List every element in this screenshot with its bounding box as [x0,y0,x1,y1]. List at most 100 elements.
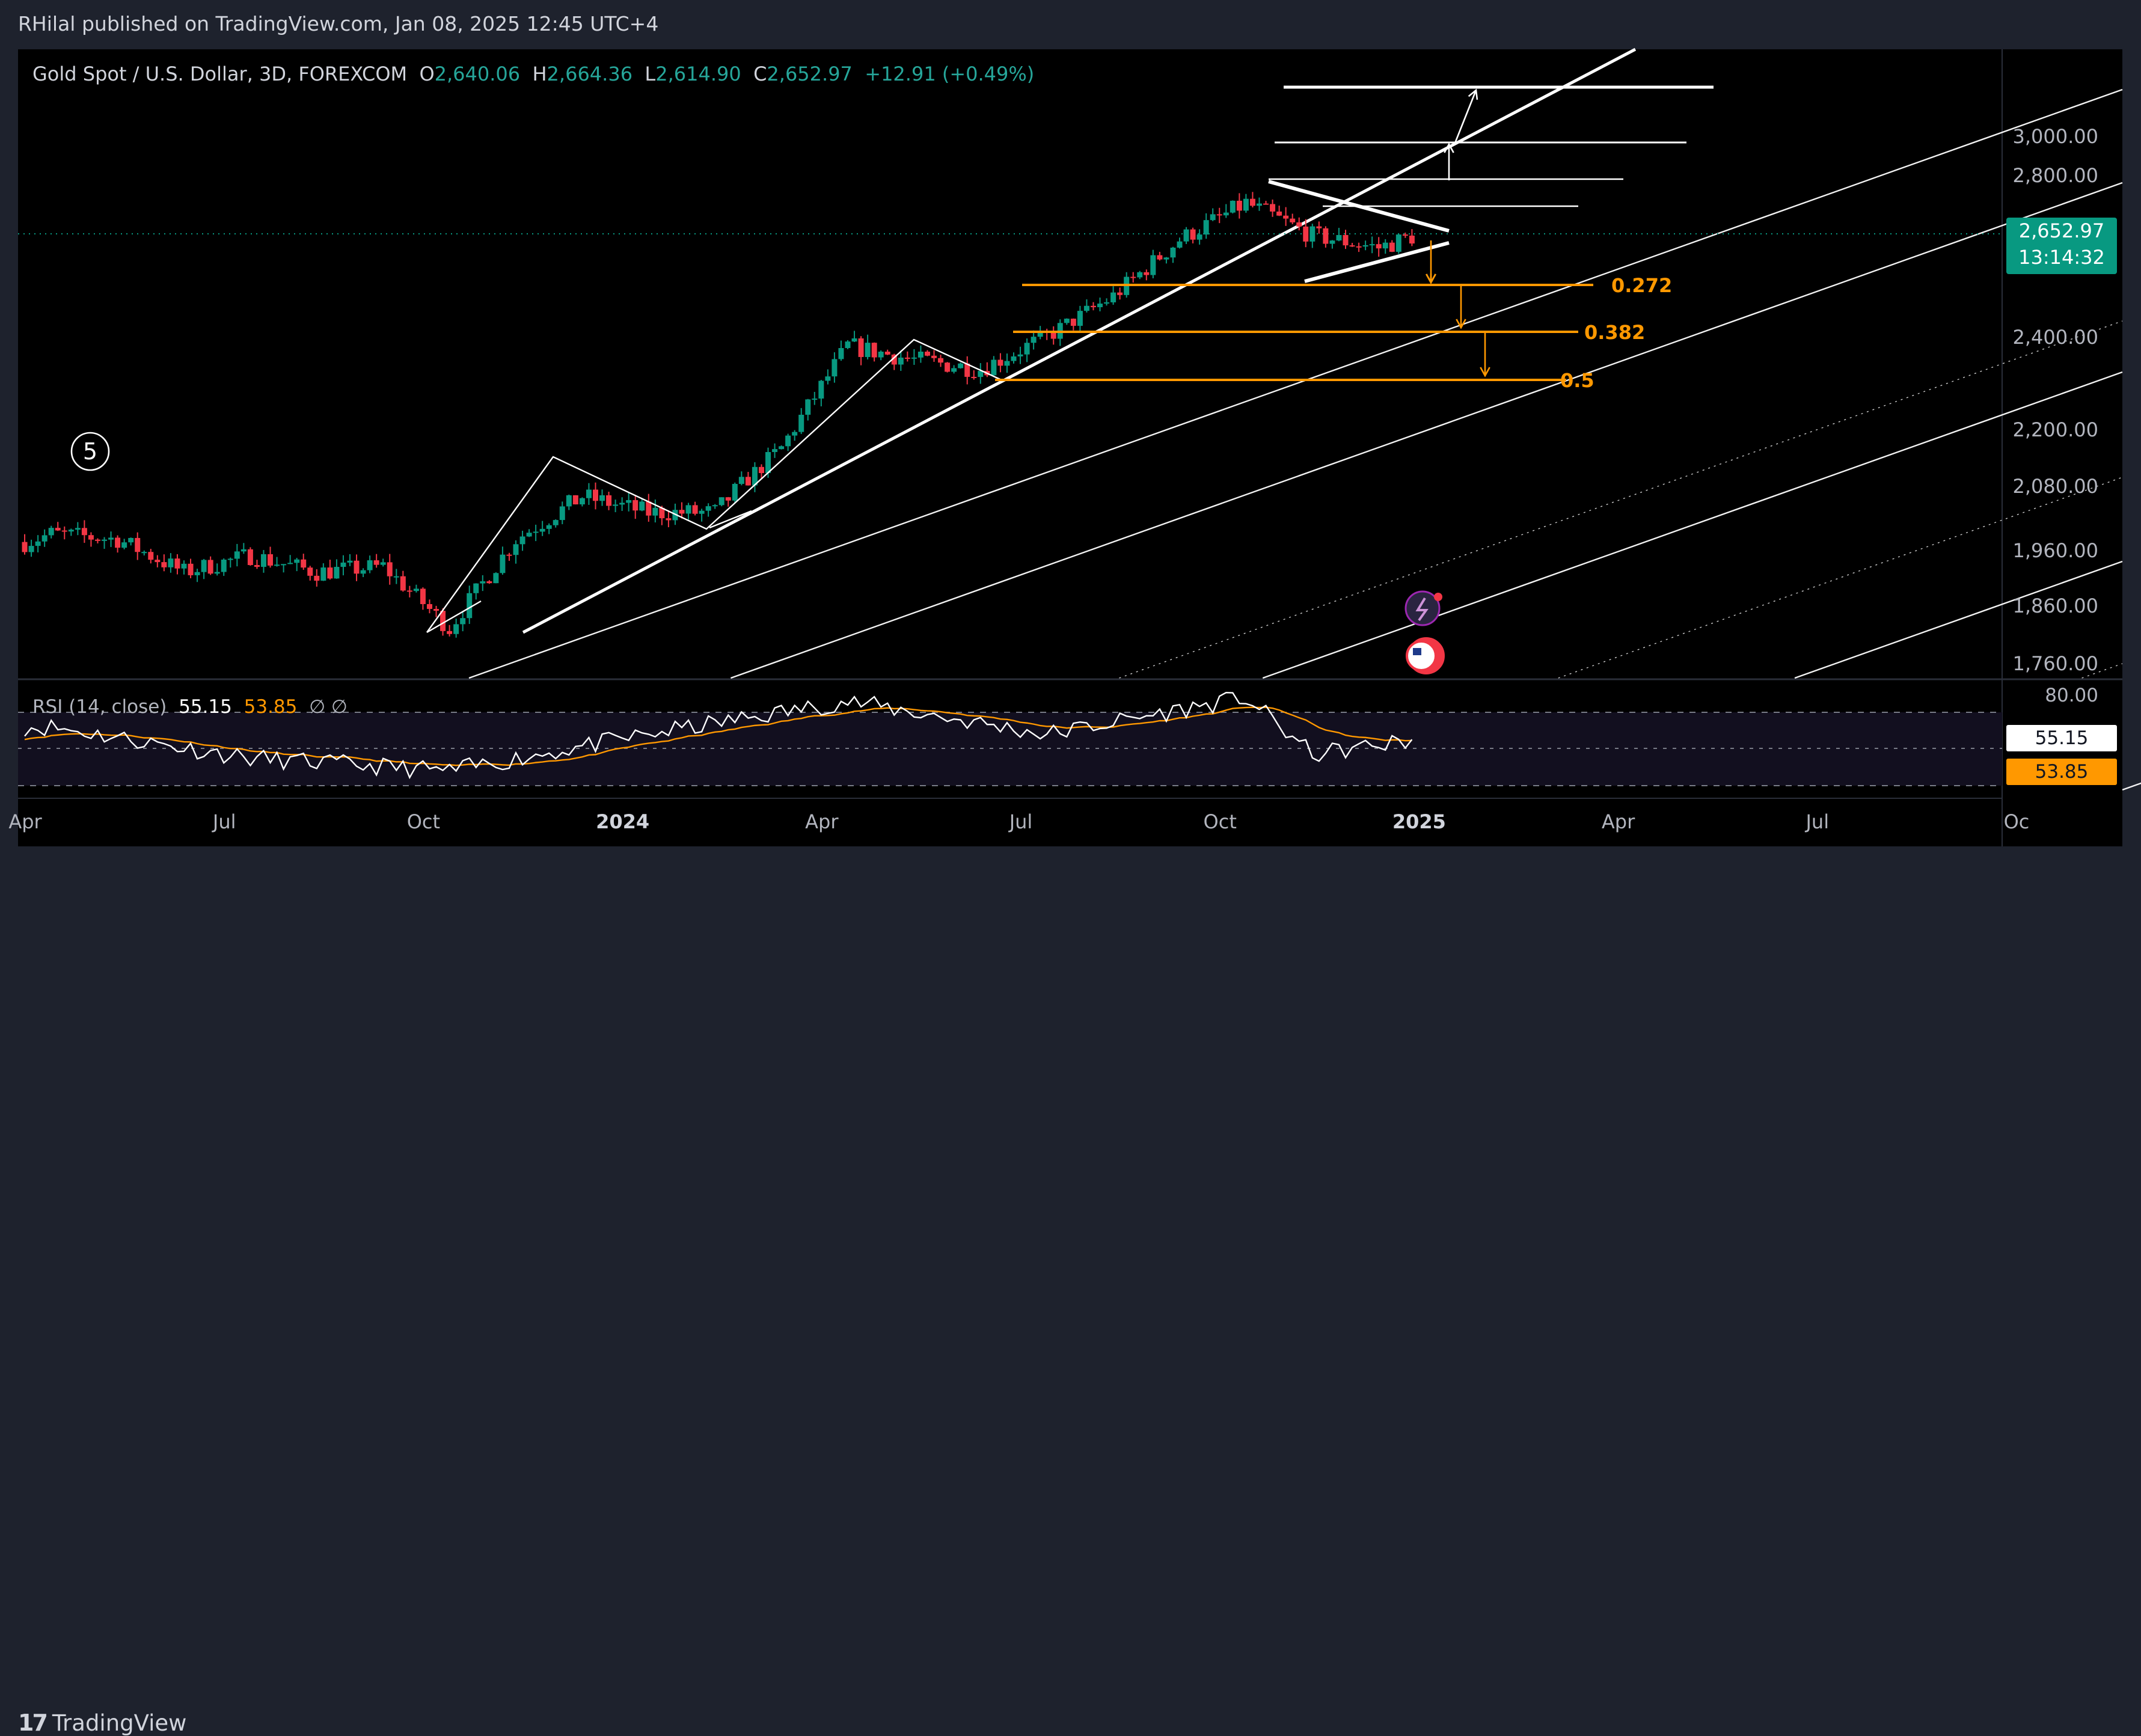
candle-body [1130,277,1136,278]
candle-body [334,567,340,579]
candle-body [1296,222,1302,227]
candle-body [1011,356,1017,361]
channel-line [2081,663,2123,679]
chart-svg[interactable]: 0.272 0.382 0.5 3,000.00 2,800.00 2,400.00 2,… [0,0,2141,909]
candle-body [433,609,440,611]
candle-body [506,554,512,556]
price-axis-label: 1,860.00 [2013,594,2099,617]
us-flag-canton [1413,648,1421,655]
candle-body [805,399,811,415]
price-axis-label: 1,760.00 [2013,652,2099,675]
candle-body [440,611,446,631]
candle-body [347,560,353,563]
candle-body [260,554,266,567]
us-flag-icon-inner [1406,640,1437,671]
triangle-lower-line [1304,241,1450,283]
fib-level-label: 0.272 [1611,274,1672,297]
candle-body [1336,234,1342,241]
candle-body [301,559,307,568]
open-value: 2,640.06 [434,63,521,85]
candle-body [1389,242,1395,252]
candle-body [666,518,672,521]
candle-body [904,357,910,359]
candle-body [148,552,154,560]
rsi-legend: RSI (14, close) 55.15 53.85 ∅ ∅ [32,696,348,718]
candle-body [738,477,744,484]
target-arrow-head [1468,88,1478,100]
candle-body [400,576,406,591]
time-axis-label: Apr [805,810,839,833]
candle-body [254,565,260,567]
candle-body [500,554,506,573]
candle-body [88,535,94,540]
candle-body [1037,331,1043,337]
publisher-info: RHilal published on TradingView.com, Jan… [18,12,659,35]
tradingview-logo-icon: 17 [18,1710,48,1736]
candle-body [1329,240,1335,244]
candle-body [851,338,857,342]
time-axis-label: Jul [1008,810,1033,833]
candle-body [553,520,559,525]
candle-body [161,562,167,567]
candle-body [838,348,844,359]
candle-body [1070,319,1076,326]
time-axis-label: 2024 [596,810,649,833]
candle-body [207,560,213,574]
candle-body [917,352,923,358]
candle-body [579,498,585,505]
candle-body [155,560,161,563]
candle-body [294,559,300,563]
candle-body [632,500,639,511]
candle-body [393,576,399,578]
tradingview-brand[interactable]: 17 TradingView [18,1710,186,1736]
candle-body [188,563,194,575]
candle-body [94,539,100,541]
candle-body [75,528,81,530]
candle-body [387,562,393,576]
candle-body [798,414,804,432]
candle-body [373,560,379,565]
candle-body [871,343,877,358]
bar-countdown: 13:14:32 [2018,246,2105,269]
candle-body [705,506,711,511]
candle-body [1343,234,1349,246]
candle-body [420,588,426,604]
candle-body [281,564,287,566]
candle-body [135,537,141,552]
candle-body [652,507,658,516]
candle-body [1110,292,1116,302]
rsi-label[interactable]: RSI (14, close) [32,696,167,718]
candle-body [1196,234,1202,240]
candle-body [1395,234,1401,252]
candle-body [1157,255,1163,260]
candle-body [685,505,691,514]
candle-body [307,567,313,576]
rsi-legend-extra: ∅ ∅ [309,696,348,718]
candle-body [1249,198,1255,206]
time-axis-label: Oct [407,810,440,833]
candle-body [1050,332,1056,339]
candle-body [745,477,751,486]
candle-body [181,563,187,569]
candle-body [28,546,34,552]
candle-body [991,359,997,376]
high-value: 2,664.36 [547,63,633,85]
candle-body [646,501,652,516]
symbol-name[interactable]: Gold Spot / U.S. Dollar, 3D, FOREXCOM [32,63,408,85]
candle-body [1137,272,1143,278]
price-axis-label: 3,000.00 [2013,125,2099,148]
candle-body [380,562,386,565]
candle-body [785,435,791,447]
rsi-ma-line [24,706,1412,766]
candle-body [473,583,479,593]
candle-body [626,500,632,503]
candle-body [128,537,134,543]
low-value: 2,614.90 [655,63,741,85]
price-axis-label: 1,960.00 [2013,539,2099,562]
candle-body [519,536,525,545]
candle-body [752,466,758,486]
candle-body [1024,343,1030,355]
rsi-legend-value: 55.15 [179,696,232,718]
candle-body [858,338,864,357]
candle-body [1349,245,1355,247]
